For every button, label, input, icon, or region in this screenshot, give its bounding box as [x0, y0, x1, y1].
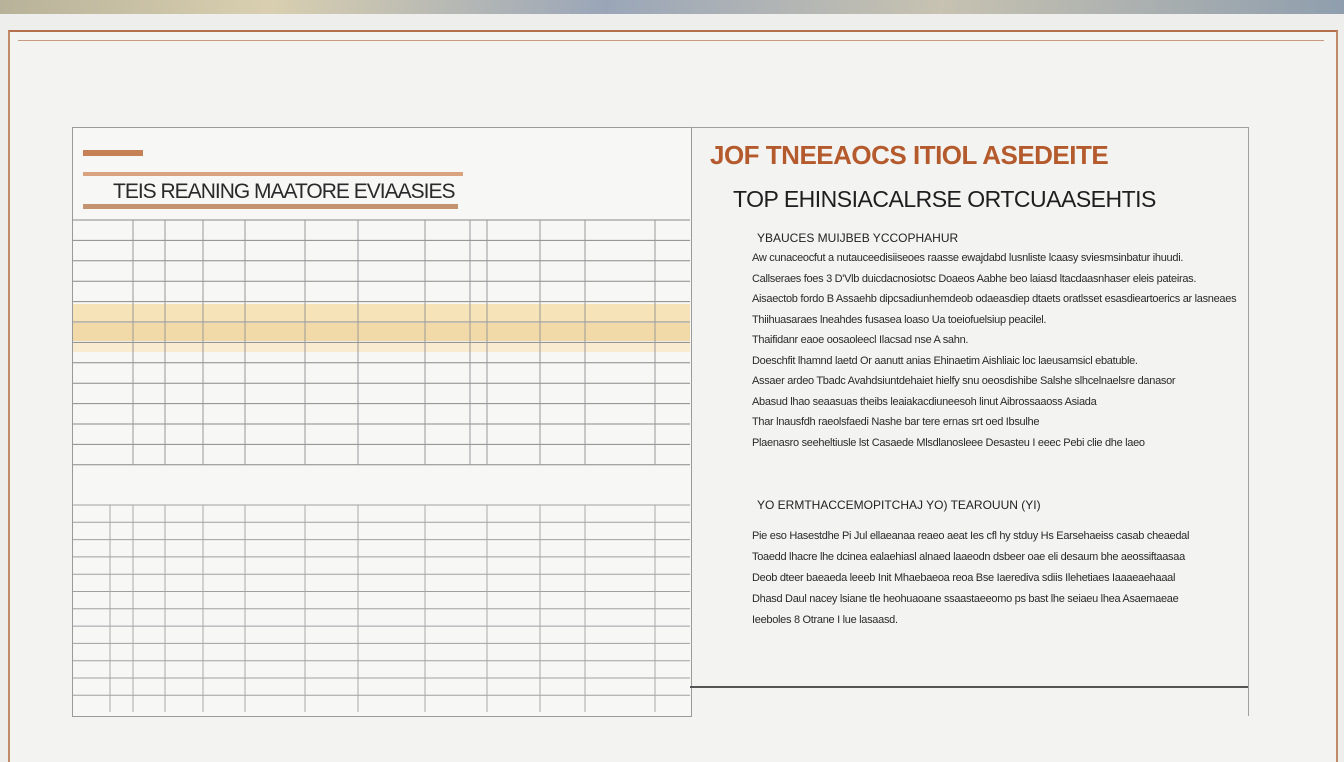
text-line: Toaedd lhacre lhe dcinea ealaehiasl alna… — [752, 551, 1185, 563]
text-line: Thaifidanr eaoe oosaoleecl Ilacsad nse A… — [752, 334, 969, 346]
subtitle: TOP EHINSIACALRSE ORTCUAASEHTIS — [733, 186, 1156, 212]
section-heading: YBAUCES MUIJBEB YCCOPHAHUR — [757, 231, 959, 245]
text-line: Deob dteer baeaeda leeeb Init Mhaebaeoa … — [752, 572, 1176, 584]
highlight-row — [73, 304, 690, 322]
left-panel — [72, 127, 692, 717]
title: JOF TNEEAOCS ITIOL ASEDEITE — [710, 140, 1109, 170]
text-line: Ieeboles 8 Otrane I lue lasaasd. — [752, 614, 898, 626]
text-line: Pie eso Hasestdhe Pi Jul ellaeanaa reaeo… — [752, 530, 1190, 542]
frame-rule — [18, 40, 1324, 41]
decor-bar — [83, 172, 463, 176]
highlight-row — [73, 323, 690, 341]
rule — [690, 686, 1248, 688]
text-line: Abasud lhao seaasuas theibs leaiakacdiun… — [752, 395, 1097, 408]
section-heading: YO ERMTHACCEMOPITCHAJ YO) TEAROUUN (YI) — [757, 498, 1041, 512]
highlight-row — [73, 342, 690, 352]
text-line: Aw cunaceocfut a nutauceedisiiseoes raas… — [752, 252, 1184, 264]
decor-bar — [83, 150, 143, 156]
text-line: Thiihuasaraes lneahdes fusasea loaso Ua … — [752, 313, 1047, 326]
text-line: Aisaectob fordo B Assaehb dipcsadiunhemd… — [752, 293, 1237, 305]
text-line: Dhasd Daul nacey lsiane tle heohuaoane s… — [752, 593, 1179, 605]
text-line: Plaenasro seeheltiusle lst Casaede Mlsdl… — [752, 436, 1145, 449]
decor-bar — [83, 204, 458, 209]
right-panel — [690, 127, 1249, 716]
text-line: Assaer ardeo Tbadc Avahdsiuntdehaiet hie… — [752, 375, 1176, 387]
text-line: Doeschfit lhamnd laetd Or aanutt anias E… — [752, 354, 1138, 367]
text-line: Thar lnausfdh raeolsfaedi Nashe bar tere… — [752, 416, 1040, 428]
table-title: TEIS REANING MAATORE EVIAASIES — [113, 180, 455, 203]
decor-strip — [0, 0, 1344, 14]
text-line: Callseraes foes 3 D'Vlb duicdacnosiotsc … — [752, 272, 1197, 285]
